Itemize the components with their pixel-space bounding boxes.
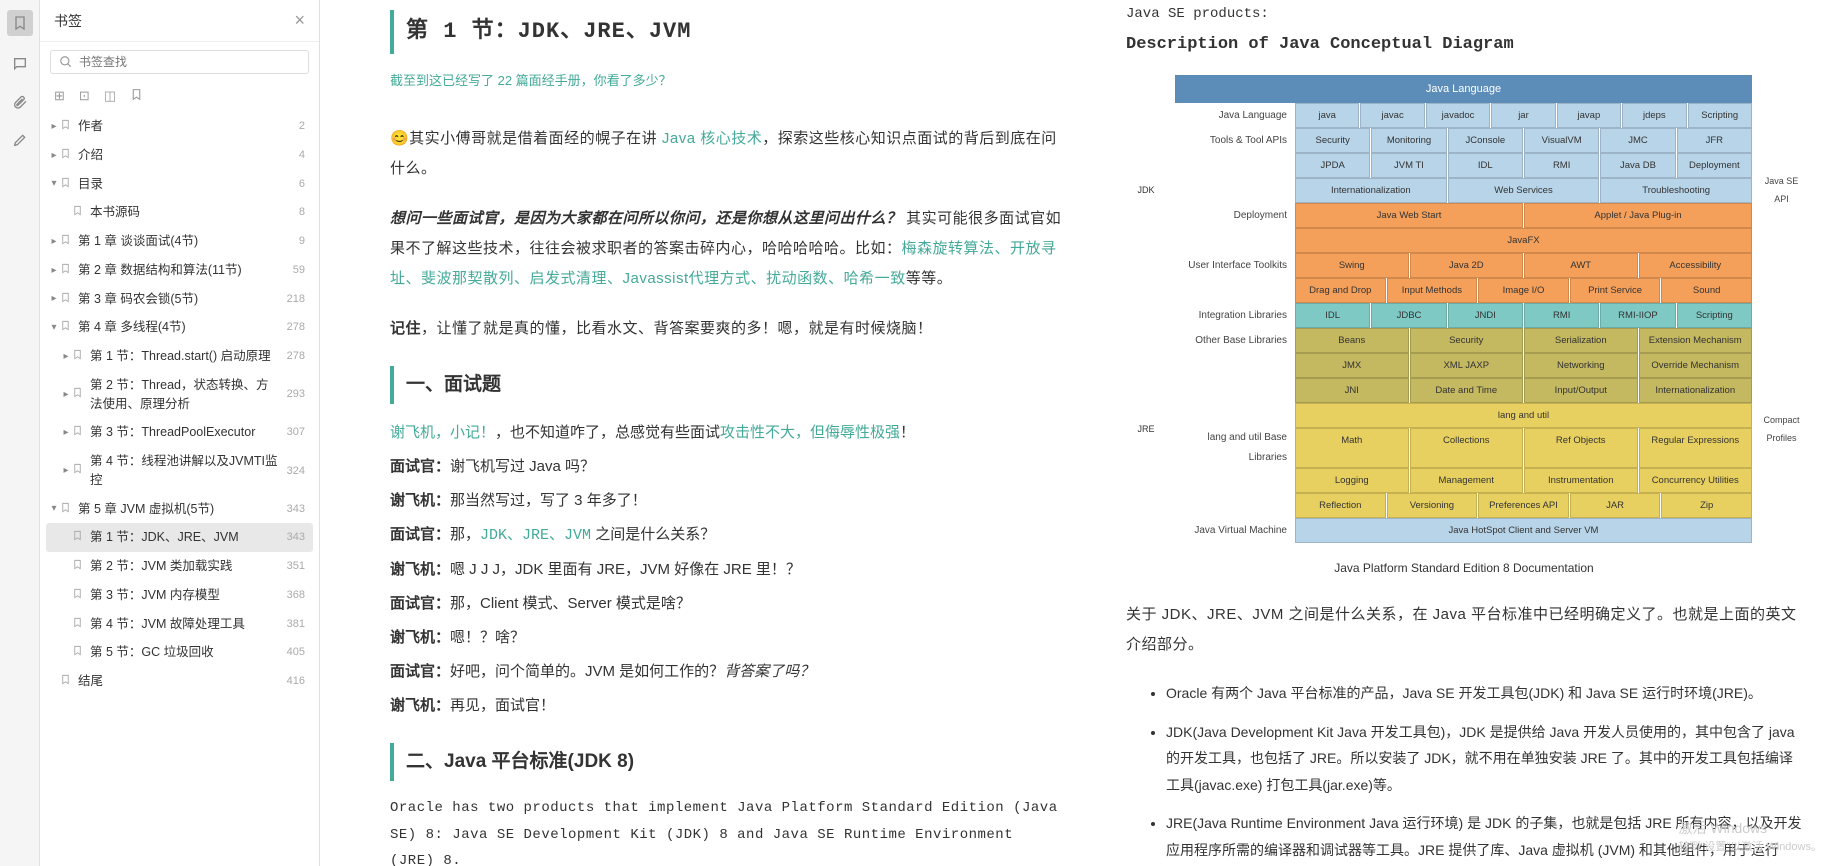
bookmark-item[interactable]: 第 5 节：GC 垃圾回收405: [46, 638, 313, 667]
bookmark-item[interactable]: ▸第 2 章 数据结构和算法(11节)59: [46, 256, 313, 285]
dialog-intro: 谢飞机，小记！，也不知道咋了，总感觉有些面试攻击性不大，但侮辱性极强！: [390, 418, 1066, 448]
pretext: Java SE products:: [1126, 0, 1802, 28]
dialog-line: 谢飞机：嗯！？啥？: [390, 623, 1066, 653]
bookmark-item[interactable]: 第 3 节：JVM 内存模型368: [46, 581, 313, 610]
bookmark-item[interactable]: ▸第 1 节：Thread.start() 启动原理278: [46, 342, 313, 371]
bookmark-item[interactable]: ▸第 1 章 谈谈面试(4节)9: [46, 227, 313, 256]
dialog-line: 面试官：那，Client 模式、Server 模式是啥？: [390, 589, 1066, 619]
search-icon: [59, 55, 73, 69]
paragraph: 想问一些面试官，是因为大家都在问所以你问，还是你想从这里问出什么？ 其实可能很多…: [390, 204, 1066, 294]
bookmark-item[interactable]: ▸作者2: [46, 112, 313, 141]
tool-icon[interactable]: ⊡: [79, 88, 90, 104]
close-icon[interactable]: ×: [294, 10, 305, 31]
dialog-line: 面试官：谢飞机写过 Java 吗？: [390, 452, 1066, 482]
bookmark-item[interactable]: 第 1 节：JDK、JRE、JVM343: [46, 523, 313, 552]
bookmark-item[interactable]: 本书源码8: [46, 198, 313, 227]
bookmark-item[interactable]: 第 4 节：JVM 故障处理工具381: [46, 610, 313, 639]
side-label: Compact Profiles: [1761, 411, 1802, 447]
paragraph: 记住，让懂了就是真的懂，比看水文、背答案要爽的多！嗯，就是有时候烧脑！: [390, 314, 1066, 344]
link-java-core[interactable]: Java 核心技术: [662, 130, 762, 147]
bookmark-item[interactable]: ▸第 3 章 码农会锁(5节)218: [46, 285, 313, 314]
tool-icon[interactable]: ⊞: [54, 88, 65, 104]
bookmark-item[interactable]: ▸第 2 节：Thread，状态转换、方法使用、原理分析293: [46, 371, 313, 419]
comment-icon[interactable]: [10, 54, 30, 74]
tool-icon[interactable]: ◫: [104, 88, 116, 104]
summary-para: 关于 JDK、JRE、JVM 之间是什么关系，在 Java 平台标准中已经明确定…: [1126, 600, 1802, 660]
bookmark-item[interactable]: ▾第 5 章 JVM 虚拟机(5节)343: [46, 495, 313, 524]
page-right: Java SE products: Description of Java Co…: [1106, 0, 1842, 866]
bookmark-item[interactable]: ▸第 4 节：线程池讲解以及JVMTI监控324: [46, 447, 313, 495]
bookmark-item[interactable]: 结尾416: [46, 667, 313, 696]
list-item: JDK(Java Development Kit Java 开发工具包)，JDK…: [1166, 719, 1802, 799]
attachment-icon[interactable]: [10, 92, 30, 112]
bookmark-tree: ▸作者2▸介绍4▾目录6本书源码8▸第 1 章 谈谈面试(4节)9▸第 2 章 …: [40, 112, 319, 866]
side-label-jdk: JDK: [1126, 181, 1166, 199]
dialog-line: 谢飞机：那当然写过，写了 3 年多了！: [390, 486, 1066, 516]
bookmark-add-icon[interactable]: [130, 88, 143, 104]
dialog-line: 面试官：那，JDK、JRE、JVM 之间是什么关系？: [390, 520, 1066, 551]
left-icon-bar: [0, 0, 40, 866]
banner-text: 截至到这已经写了 22 篇面经手册，你看了多少？: [390, 68, 1066, 94]
dialog-line: 谢飞机：再见，面试官！: [390, 691, 1066, 721]
bookmark-item[interactable]: ▾第 4 章 多线程(4节)278: [46, 313, 313, 342]
side-label: Java SE API: [1761, 172, 1802, 208]
diagram-caption: Java Platform Standard Edition 8 Documen…: [1126, 556, 1802, 580]
dialog-line: 面试官：好吧，问个简单的。JVM 是如何工作的？背答案了吗？: [390, 657, 1066, 687]
bookmark-item[interactable]: ▾目录6: [46, 170, 313, 199]
bookmark-item[interactable]: ▸第 3 节：ThreadPoolExecutor307: [46, 418, 313, 447]
bookmarks-sidebar: 书签 × ⊞ ⊡ ◫ ▸作者2▸介绍4▾目录6本书源码8▸第 1 章 谈谈面试(…: [40, 0, 320, 866]
bookmarks-icon[interactable]: [7, 10, 33, 36]
sub-heading: 二、Java 平台标准(JDK 8): [390, 743, 1066, 781]
side-label-jre: JRE: [1126, 420, 1166, 438]
paragraph: 😊其实小傅哥就是借着面经的幌子在讲 Java 核心技术，探索这些核心知识点面试的…: [390, 124, 1066, 184]
bookmark-item[interactable]: ▸介绍4: [46, 141, 313, 170]
dialog-line: 谢飞机：嗯 J J J，JDK 里面有 JRE，JVM 好像在 JRE 里！？: [390, 555, 1066, 585]
java-conceptual-diagram: Java LanguageJava Languagejavajavacjavad…: [1170, 70, 1757, 548]
diagram-title: Description of Java Conceptual Diagram: [1126, 28, 1802, 62]
sub-heading: 一、面试题: [390, 366, 1066, 404]
english-para: Oracle has two products that implement J…: [390, 795, 1066, 866]
section-heading: 第 1 节：JDK、JRE、JVM: [390, 10, 1066, 54]
edit-icon[interactable]: [10, 130, 30, 150]
list-item: Oracle 有两个 Java 平台标准的产品，Java SE 开发工具包(JD…: [1166, 680, 1802, 707]
bookmark-item[interactable]: 第 2 节：JVM 类加载实践351: [46, 552, 313, 581]
search-input[interactable]: [50, 50, 309, 74]
windows-watermark: 激活 Windows 转到"设置"以激活 Windows。: [1679, 818, 1823, 854]
sidebar-title: 书签: [54, 11, 294, 31]
document-content: 第 1 节：JDK、JRE、JVM 截至到这已经写了 22 篇面经手册，你看了多…: [320, 0, 1842, 866]
page-left: 第 1 节：JDK、JRE、JVM 截至到这已经写了 22 篇面经手册，你看了多…: [320, 0, 1106, 866]
sidebar-toolbar: ⊞ ⊡ ◫: [40, 82, 319, 112]
